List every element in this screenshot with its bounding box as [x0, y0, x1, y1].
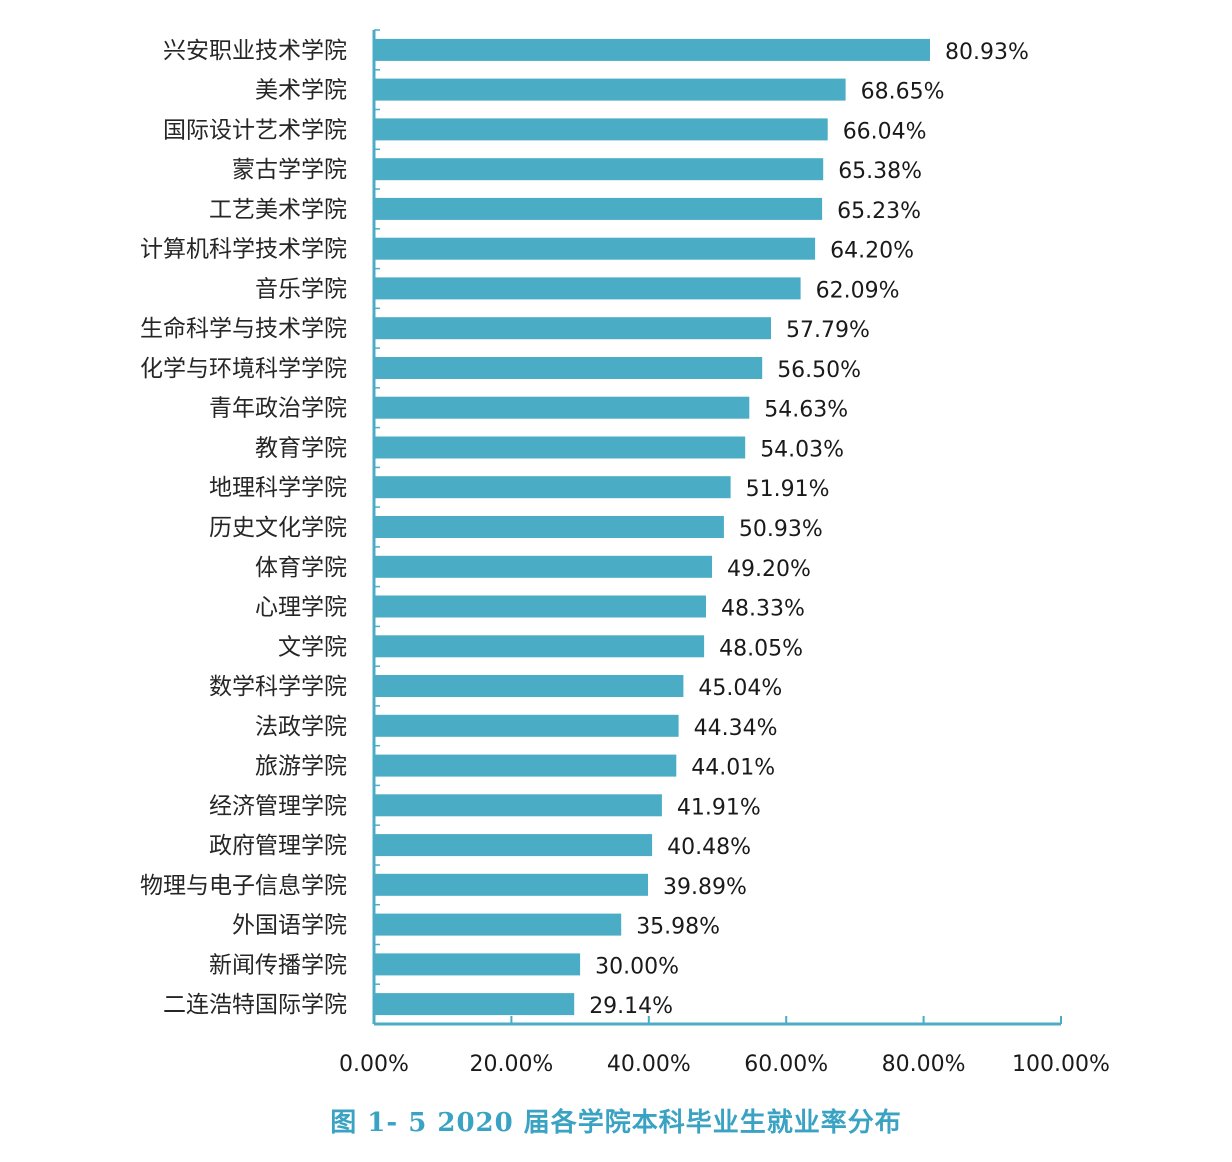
- axes-group: [372, 29, 1062, 1026]
- value-label: 54.63%: [764, 398, 848, 423]
- value-label: 66.04%: [843, 119, 927, 144]
- bar: [374, 555, 712, 578]
- category-label: 体育学院: [255, 555, 347, 581]
- category-label: 化学与环境科学学院: [140, 356, 347, 382]
- value-labels: 80.93%68.65% 66.04% 65.38% 65.23% 64.20% 62.0…: [589, 40, 1029, 1019]
- value-label: 54.03%: [760, 438, 844, 463]
- category-label: 新闻传播学院: [209, 952, 347, 978]
- bar: [374, 158, 824, 181]
- value-label: 41.91%: [677, 795, 761, 820]
- bar: [374, 396, 750, 419]
- category-label: 青年政治学院: [209, 396, 347, 422]
- bar: [374, 595, 706, 618]
- bar: [374, 675, 684, 697]
- value-label: 45.04%: [698, 676, 782, 701]
- bar: [374, 237, 816, 260]
- bar: [374, 277, 801, 300]
- bar: [374, 794, 662, 817]
- category-label: 教育学院: [255, 436, 347, 462]
- category-label: 文学院: [278, 634, 347, 660]
- value-label: 48.05%: [719, 636, 803, 661]
- category-label: 历史文化学院: [209, 515, 347, 541]
- bar: [374, 78, 846, 101]
- category-label: 二连浩特国际学院: [163, 992, 347, 1018]
- bar: [374, 834, 653, 857]
- value-label: 39.89%: [663, 875, 747, 900]
- value-label: 51.91%: [746, 477, 830, 502]
- category-label: 兴安职业技术学院: [163, 38, 347, 64]
- bar: [374, 317, 771, 340]
- category-label: 美术学院: [255, 78, 347, 104]
- value-label: 62.09%: [816, 278, 900, 303]
- x-tick-label: 100.00%: [1012, 1052, 1110, 1077]
- bar: [374, 754, 677, 777]
- bar: [374, 714, 679, 737]
- bar: [374, 357, 763, 379]
- bar: [374, 873, 648, 896]
- value-label: 57.79%: [786, 318, 870, 343]
- value-label: 44.01%: [691, 756, 775, 781]
- x-tick-label: 60.00%: [744, 1052, 828, 1077]
- value-label: 65.23%: [837, 199, 921, 224]
- bars-group: [374, 38, 930, 1016]
- bar: [374, 436, 746, 459]
- category-label: 国际设计艺术学院: [163, 117, 347, 143]
- category-label: 心理学院: [255, 595, 347, 621]
- x-tick-label: 20.00%: [469, 1052, 553, 1077]
- value-label: 56.50%: [777, 358, 861, 383]
- category-label: 政府管理学院: [209, 833, 347, 859]
- category-label: 数学科学学院: [209, 674, 347, 700]
- value-label: 80.93%: [945, 40, 1029, 65]
- value-label: 30.00%: [595, 954, 679, 979]
- bar: [374, 635, 705, 658]
- category-label: 外国语学院: [232, 913, 347, 939]
- category-label: 旅游学院: [255, 754, 347, 780]
- bar: [374, 953, 581, 976]
- category-label: 物理与电子信息学院: [140, 873, 347, 899]
- value-label: 65.38%: [838, 159, 922, 184]
- x-tick-label: 0.00%: [339, 1052, 409, 1077]
- bar: [374, 197, 823, 220]
- value-label: 48.33%: [721, 597, 805, 622]
- bar: [374, 516, 724, 538]
- x-tick-labels: 0.00% 20.00% 40.00% 60.00% 80.00% 100.00%: [339, 1052, 1110, 1077]
- category-label: 蒙古学学院: [232, 157, 347, 183]
- category-label: 地理科学学院: [209, 475, 347, 501]
- value-label: 35.98%: [636, 915, 720, 940]
- category-label: 音乐学院: [255, 276, 347, 302]
- x-tick-label: 80.00%: [882, 1052, 966, 1077]
- category-label: 计算机科学技术学院: [140, 237, 347, 263]
- figure-caption: 图 1- 5 2020 届各学院本科毕业生就业率分布: [330, 1108, 902, 1138]
- category-label: 经济管理学院: [209, 793, 347, 819]
- category-label: 法政学院: [255, 714, 347, 740]
- bar: [374, 38, 930, 61]
- category-labels: 兴安职业技术学院美术学院国际设计艺术学院蒙古学学院工艺美术学院计算机科学技术学院…: [140, 38, 347, 1018]
- value-label: 40.48%: [667, 835, 751, 860]
- x-tick-label: 40.00%: [607, 1052, 691, 1077]
- value-label: 50.93%: [739, 517, 823, 542]
- category-label: 生命科学与技术学院: [140, 316, 347, 342]
- value-label: 49.20%: [727, 557, 811, 582]
- value-label: 44.34%: [694, 716, 778, 741]
- category-label: 工艺美术学院: [209, 197, 347, 223]
- value-label: 68.65%: [861, 80, 945, 105]
- bar: [374, 476, 731, 499]
- value-label: 29.14%: [589, 994, 673, 1019]
- bar: [374, 913, 622, 936]
- bar: [374, 993, 575, 1016]
- value-label: 64.20%: [830, 239, 914, 264]
- bar: [374, 118, 828, 141]
